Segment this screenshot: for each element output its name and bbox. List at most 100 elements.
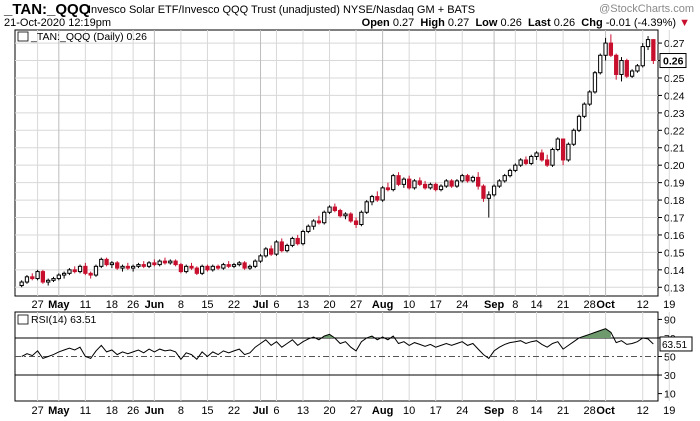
candle [407, 175, 412, 190]
price-y-tick-label: 0.23 [664, 108, 685, 120]
candle-body [130, 265, 136, 269]
price-x-tick-label: 26 [127, 299, 139, 311]
candle [24, 275, 30, 284]
candle [603, 37, 608, 61]
candle [433, 182, 438, 192]
candle-body [77, 265, 83, 273]
candle-body [555, 138, 560, 150]
candle [571, 128, 576, 146]
price-x-tick-label: 20 [323, 299, 335, 311]
price-x-tick-label: 13 [297, 299, 309, 311]
candle [130, 264, 136, 272]
candle-body [417, 180, 422, 185]
candle [369, 194, 375, 206]
candle [194, 266, 199, 276]
candle [449, 179, 454, 188]
candle [311, 219, 316, 230]
candle-body [88, 272, 93, 276]
candle [523, 156, 529, 166]
price-last-box [659, 53, 687, 69]
open-value: 0.27 [392, 17, 415, 29]
candle [555, 137, 560, 152]
candle [327, 205, 332, 215]
rsi-x-tick-label: 8 [512, 405, 518, 417]
rsi-y-tick-label: 30 [664, 370, 676, 382]
candle [173, 259, 178, 267]
candle-body [438, 185, 444, 191]
candle-body [306, 225, 311, 232]
candle [529, 154, 534, 166]
timestamp: 21-Oct-2020 12:19pm [4, 17, 112, 29]
candle-body [258, 255, 263, 262]
candle-body [215, 265, 221, 269]
candle-body [194, 267, 199, 274]
candle [624, 58, 629, 78]
candle-body [210, 265, 215, 271]
price-x-tick-label: 6 [273, 299, 279, 311]
rsi-x-tick-label: 12 [637, 405, 649, 417]
price-x-tick-label: 21 [557, 299, 569, 311]
candle [550, 147, 555, 167]
candle-body [507, 169, 513, 177]
candle-body [539, 152, 545, 161]
price-y-tick-label: 0.27 [664, 38, 685, 50]
candle-body [141, 264, 146, 267]
price-y-tick-label: 0.24 [664, 90, 685, 102]
candle-body [300, 230, 306, 245]
candle-body [619, 60, 624, 75]
candle [608, 34, 614, 58]
rsi-x-tick-label: Sep [484, 405, 504, 417]
candle-body [242, 262, 247, 269]
candle [295, 234, 300, 246]
rsi-y-tick-label: 10 [664, 389, 676, 401]
candle [263, 247, 268, 258]
candle [125, 262, 130, 270]
candle-body [629, 70, 635, 77]
price-x-tick-label: 17 [430, 299, 442, 311]
rsi-x-tick-label: 11 [80, 405, 91, 417]
candle-body [327, 206, 332, 213]
candle [465, 173, 470, 183]
candle-body [566, 143, 571, 161]
price-x-tick-label: 15 [201, 299, 213, 311]
price-y-tick-label: 0.17 [664, 213, 685, 225]
candle-body [93, 265, 99, 276]
candle [385, 182, 391, 192]
candle-body [444, 180, 449, 187]
exchange-label: NYSE/Nasdaq GM + BATS [342, 4, 476, 16]
candle [444, 179, 449, 188]
price-x-tick-label: 27 [350, 299, 362, 311]
rsi-x-tick-label: 28 [584, 405, 596, 417]
candle [539, 149, 545, 162]
chg-label: Chg [581, 17, 603, 29]
candle-body [51, 278, 56, 281]
last-value: 0.26 [553, 17, 576, 29]
price-x-tick-label: 12 [637, 299, 649, 311]
candle-body [491, 185, 497, 196]
candle [300, 229, 306, 246]
candle [332, 203, 337, 213]
candle-body [221, 264, 226, 269]
candle [253, 259, 258, 269]
rsi-x-tick-label: 22 [228, 405, 240, 417]
candle-body [582, 103, 587, 117]
candle-body [120, 265, 125, 269]
price-y-tick-label: 0.14 [664, 265, 685, 277]
price-x-tick-label: 28 [584, 299, 596, 311]
candle-body [460, 175, 465, 182]
rsi-x-tick-label: May [48, 405, 70, 417]
candle-body [30, 276, 35, 280]
candle-body [603, 42, 608, 56]
candle-body [231, 264, 237, 267]
candle-body [598, 54, 603, 74]
candle-body [263, 248, 268, 257]
candle-body [433, 183, 438, 191]
high-value: 0.27 [447, 17, 470, 29]
price-x-tick-label: 10 [403, 299, 415, 311]
candle-body [61, 272, 67, 276]
candle [629, 69, 635, 78]
candle [104, 257, 109, 267]
candle [258, 254, 263, 263]
last-label: Last [528, 17, 551, 29]
candle-body [284, 244, 290, 252]
